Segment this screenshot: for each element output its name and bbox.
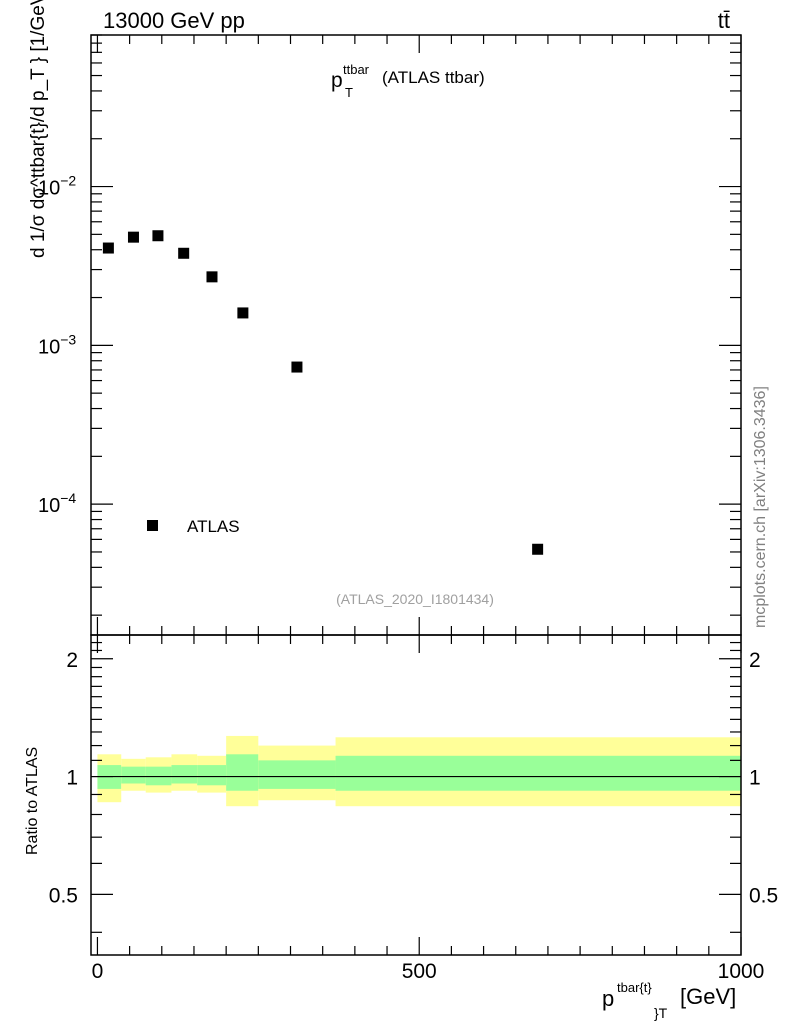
ratio-axis-ticks: [91, 635, 742, 955]
ratio-band-inner: [197, 765, 227, 786]
legend-marker: [147, 520, 158, 531]
ratio-y-tick-label-left: 1: [66, 767, 78, 790]
ratio-y-axis-label: Ratio to ATLAS: [24, 747, 41, 855]
main-y-tick-label: 10−3: [38, 331, 76, 358]
x-axis-label: p tbar{t} }T [GeV]: [602, 980, 736, 1021]
main-panel: 10−2 10−3 10−4 p ttbar T (ATLAS ttbar) ATL…: [28, 0, 742, 636]
data-point: [291, 361, 303, 373]
data-points: [102, 230, 544, 555]
ratio-y-tick-label-right: 0.5: [749, 884, 778, 907]
x-axis-label-sub: }T: [654, 1005, 668, 1021]
ratio-band-inner: [335, 755, 741, 791]
data-point: [237, 307, 249, 319]
x-axis-label-sup: tbar{t}: [617, 980, 652, 995]
energy-label: 13000 GeV pp: [103, 8, 245, 33]
main-y-tick-label: 10−4: [38, 490, 76, 517]
title-suffix: (ATLAS ttbar): [382, 68, 485, 87]
data-point: [127, 231, 139, 243]
ratio-y-tick-label-right: 2: [749, 649, 761, 672]
ratio-y-tick-label-right: 1: [749, 767, 761, 790]
data-point: [532, 543, 544, 555]
ratio-bands: [97, 735, 741, 807]
main-axis-ticks: [91, 34, 742, 635]
title-sub: T: [345, 85, 353, 100]
ratio-band-inner: [226, 754, 259, 791]
main-y-axis-label-text: d 1/σ dσ^ttbar{t}/d p_T } [1/GeV]: [28, 0, 49, 258]
plot-title: p ttbar T (ATLAS ttbar): [331, 62, 485, 100]
data-point: [152, 230, 164, 242]
x-axis-label-unit: [GeV]: [680, 984, 736, 1009]
process-label: tt̄: [718, 8, 730, 33]
main-frame: [90, 34, 742, 636]
ratio-band-inner: [171, 765, 198, 784]
legend-label: ATLAS: [187, 517, 240, 536]
analysis-label: (ATLAS_2020_I1801434): [336, 591, 494, 607]
main-y-tick-labels: 10−2 10−3 10−4: [38, 173, 76, 518]
x-axis-label-main: p: [602, 986, 614, 1011]
ratio-tick-labels: 2 2 1 1 0.5 0.5 0 500 1000: [49, 649, 778, 983]
main-y-axis-label: d 1/σ dσ^ttbar{t}/d p_T } [1/GeV]: [28, 0, 49, 258]
title-main: p: [331, 69, 343, 92]
ratio-band-inner: [121, 766, 146, 784]
main-y-tick-label: 10−2: [38, 173, 76, 200]
ratio-y-tick-label-left: 2: [66, 649, 78, 672]
ratio-panel: 2 2 1 1 0.5 0.5 0 500 1000 Ratio to ATLAS p tbar…: [24, 634, 778, 1021]
data-point: [206, 271, 218, 283]
side-label: mcplots.cern.ch [arXiv:1306.3436]: [752, 386, 769, 628]
ratio-band-inner: [258, 760, 336, 789]
x-tick-label: 0: [92, 960, 104, 983]
legend: ATLAS: [147, 517, 240, 536]
data-point: [178, 247, 190, 259]
ratio-y-tick-label-left: 0.5: [49, 884, 78, 907]
x-tick-label: 1000: [718, 960, 765, 983]
title-sup: ttbar: [343, 62, 370, 77]
data-point: [102, 242, 114, 254]
x-tick-label: 500: [402, 960, 437, 983]
